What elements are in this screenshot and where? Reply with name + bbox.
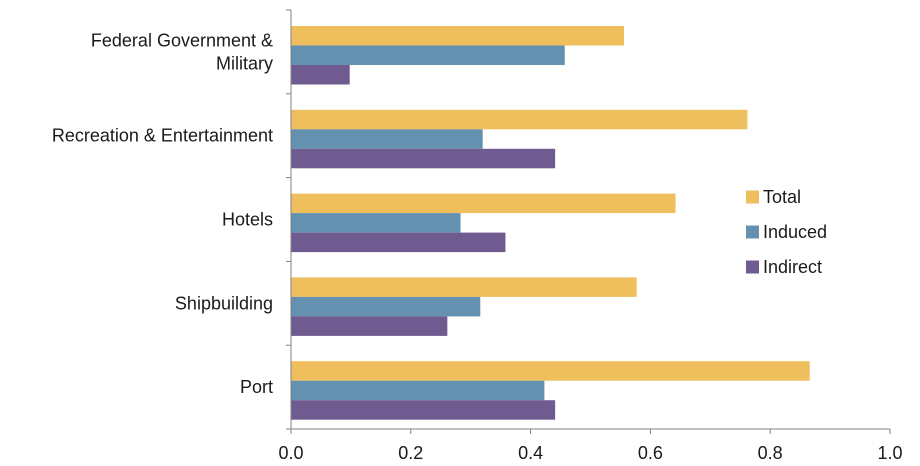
x-tick-label: 0.4 [518,443,543,463]
legend-label-total: Total [763,187,801,207]
bar-indirect-federal-government-military [291,65,350,85]
x-tick-label: 0.6 [638,443,663,463]
bar-induced-shipbuilding [291,296,481,317]
bar-indirect-hotels [291,232,506,253]
x-tick-label: 1.0 [877,443,902,463]
x-tick-label: 0.8 [758,443,783,463]
bar-total-hotels [291,193,676,214]
bar-induced-port [291,380,545,401]
bar-indirect-port [291,400,556,420]
bar-total-shipbuilding [291,277,637,297]
category-label-shipbuilding: Shipbuilding [175,293,273,313]
category-label-hotels: Hotels [222,210,273,230]
bar-induced-hotels [291,213,461,233]
legend-swatch-induced [746,225,759,239]
legend-swatch-indirect [746,260,759,274]
bar-total-federal-government-military [291,26,625,46]
bar-total-port [291,361,810,381]
x-tick-labels: 0.0 0.2 0.4 0.6 0.8 1.0 [278,443,902,463]
axes-layer [286,9,891,434]
legend-label-induced: Induced [763,222,827,242]
legend-label-indirect: Indirect [763,257,822,277]
bar-indirect-recreation-entertainment [291,148,556,169]
bar-indirect-shipbuilding [291,316,448,336]
category-labels: Federal Government & Military Recreation &… [52,30,273,397]
legend: Total Induced Indirect [746,187,827,277]
legend-swatch-total [746,190,759,204]
x-tick-label: 0.2 [398,443,423,463]
bars-layer [291,26,810,420]
bar-total-recreation-entertainment [291,109,748,130]
category-label-port: Port [240,377,273,397]
category-label-recreation-entertainment: Recreation & Entertainment [52,126,273,146]
bar-induced-recreation-entertainment [291,129,483,149]
x-tick-label: 0.0 [278,443,303,463]
bar-induced-federal-government-military [291,45,565,65]
category-label-federal-government-military: Federal Government & Military [91,30,273,73]
